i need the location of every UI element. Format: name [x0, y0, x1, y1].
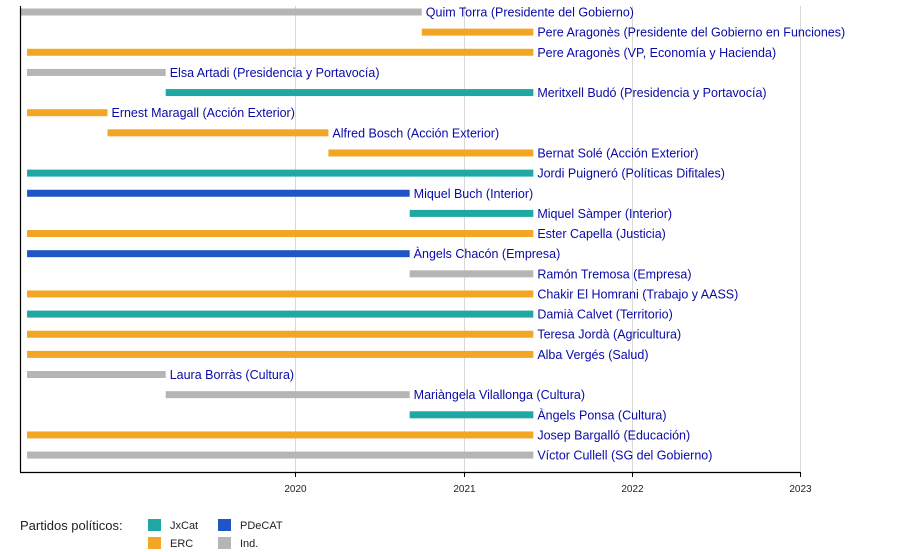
bar-label: Elsa Artadi (Presidencia y Portavocía)	[170, 66, 380, 80]
x-tick-label: 2020	[284, 484, 307, 495]
timeline-bar	[328, 149, 534, 157]
timeline-bar	[27, 169, 534, 177]
timeline-bar	[27, 250, 410, 258]
bar-label: Jordi Puigneró (Políticas Difitales)	[537, 167, 725, 181]
timeline-bar	[27, 109, 108, 117]
bar-label: Víctor Cullell (SG del Gobierno)	[537, 449, 712, 463]
legend-swatch	[148, 537, 161, 549]
bar-label: Àngels Ponsa (Cultura)	[537, 407, 666, 422]
legend-label: PDeCAT	[240, 520, 283, 532]
x-tick-label: 2022	[621, 484, 644, 495]
timeline-bar	[27, 290, 534, 298]
timeline-bar	[421, 28, 534, 36]
legend-title: Partidos políticos:	[20, 518, 123, 533]
bar-label: Mariàngela Vilallonga (Cultura)	[414, 388, 585, 402]
timeline-bar	[27, 330, 534, 338]
bar-label: Meritxell Budó (Presidencia y Portavocía…	[537, 86, 766, 100]
bar-label: Àngels Chacón (Empresa)	[414, 246, 561, 261]
bar-label: Laura Borràs (Cultura)	[170, 368, 294, 382]
timeline-bar	[27, 451, 534, 459]
timeline-bar	[27, 350, 534, 358]
timeline-bar	[27, 371, 166, 379]
bar-label: Alba Vergés (Salud)	[537, 348, 648, 362]
timeline-bar	[409, 209, 534, 217]
timeline-bar	[27, 431, 534, 439]
timeline-bar	[165, 391, 410, 399]
timeline-bar	[107, 129, 329, 137]
bar-label: Josep Bargalló (Educación)	[537, 428, 690, 442]
bar-label: Miquel Sàmper (Interior)	[537, 207, 672, 221]
bar-label: Ernest Maragall (Acción Exterior)	[111, 106, 294, 120]
bar-label: Pere Aragonès (Presidente del Gobierno e…	[537, 26, 845, 40]
legend-label: ERC	[170, 538, 193, 550]
bar-label: Chakir El Homrani (Trabajo y AASS)	[537, 287, 738, 301]
bar-label: Teresa Jordà (Agricultura)	[537, 328, 681, 342]
timeline-bar	[409, 270, 534, 278]
bar-label: Bernat Solé (Acción Exterior)	[537, 146, 698, 160]
legend-swatch	[218, 519, 231, 531]
timeline-bar	[409, 411, 534, 419]
bar-label: Alfred Bosch (Acción Exterior)	[332, 126, 499, 140]
legend-swatch	[148, 519, 161, 531]
timeline-bar	[27, 48, 534, 56]
x-tick-label: 2023	[789, 484, 812, 495]
timeline-bar	[27, 189, 410, 197]
bar-label: Miquel Buch (Interior)	[414, 187, 534, 201]
legend-swatch	[218, 537, 231, 549]
timeline-bar	[27, 310, 534, 318]
bar-label: Ester Capella (Justicia)	[537, 227, 666, 241]
bar-label: Damià Calvet (Territorio)	[537, 308, 672, 322]
bar-label: Quim Torra (Presidente del Gobierno)	[426, 6, 634, 20]
legend-label: Ind.	[240, 538, 258, 550]
x-axis-ticks: 2020 2021 2022 2023	[284, 472, 812, 495]
bar-label: Ramón Tremosa (Empresa)	[537, 267, 691, 281]
timeline-bar	[27, 68, 166, 76]
legend: Partidos políticos: JxCat PDeCAT ERC Ind.	[20, 518, 283, 550]
timeline-bar	[27, 230, 534, 238]
bars: Quim Torra (Presidente del Gobierno) Pere…	[20, 6, 845, 463]
bar-label: Pere Aragonès (VP, Economía y Hacienda)	[537, 46, 776, 60]
timeline-bar	[165, 89, 534, 97]
legend-label: JxCat	[170, 520, 198, 532]
timeline-bar	[20, 8, 422, 16]
x-tick-label: 2021	[453, 484, 476, 495]
